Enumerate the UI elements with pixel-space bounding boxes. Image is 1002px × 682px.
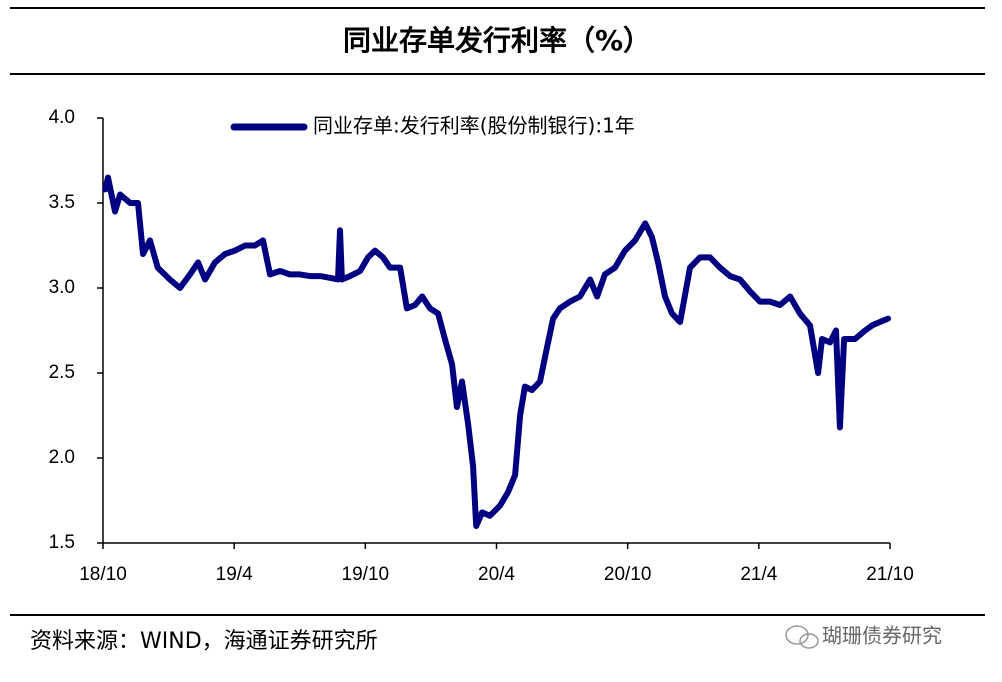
watermark-icon — [785, 625, 819, 649]
y-tick-label: 3.0 — [49, 277, 75, 298]
y-tick-label: 3.5 — [49, 192, 75, 213]
chart-title: 同业存单发行利率（%） — [343, 24, 651, 57]
x-tick-label: 21/10 — [866, 564, 914, 585]
legend-label: 同业存单:发行利率(股份制银行):1年 — [313, 114, 635, 138]
y-tick-label: 2.5 — [49, 362, 75, 383]
y-tick-label: 2.0 — [49, 447, 75, 468]
x-tick-label: 19/10 — [342, 564, 390, 585]
data-line — [102, 174, 891, 529]
x-tick-label: 20/10 — [604, 564, 652, 585]
watermark: 瑚珊债券研究 — [822, 624, 942, 648]
source-note: 资料来源：WIND，海通证券研究所 — [30, 629, 378, 654]
x-tick-label: 20/4 — [478, 564, 515, 585]
x-tick-label: 21/4 — [740, 564, 777, 585]
x-tick-label: 19/4 — [216, 564, 253, 585]
y-tick-label: 1.5 — [49, 532, 75, 553]
x-tick-label: 18/10 — [79, 564, 127, 585]
y-tick-label: 4.0 — [49, 107, 75, 128]
